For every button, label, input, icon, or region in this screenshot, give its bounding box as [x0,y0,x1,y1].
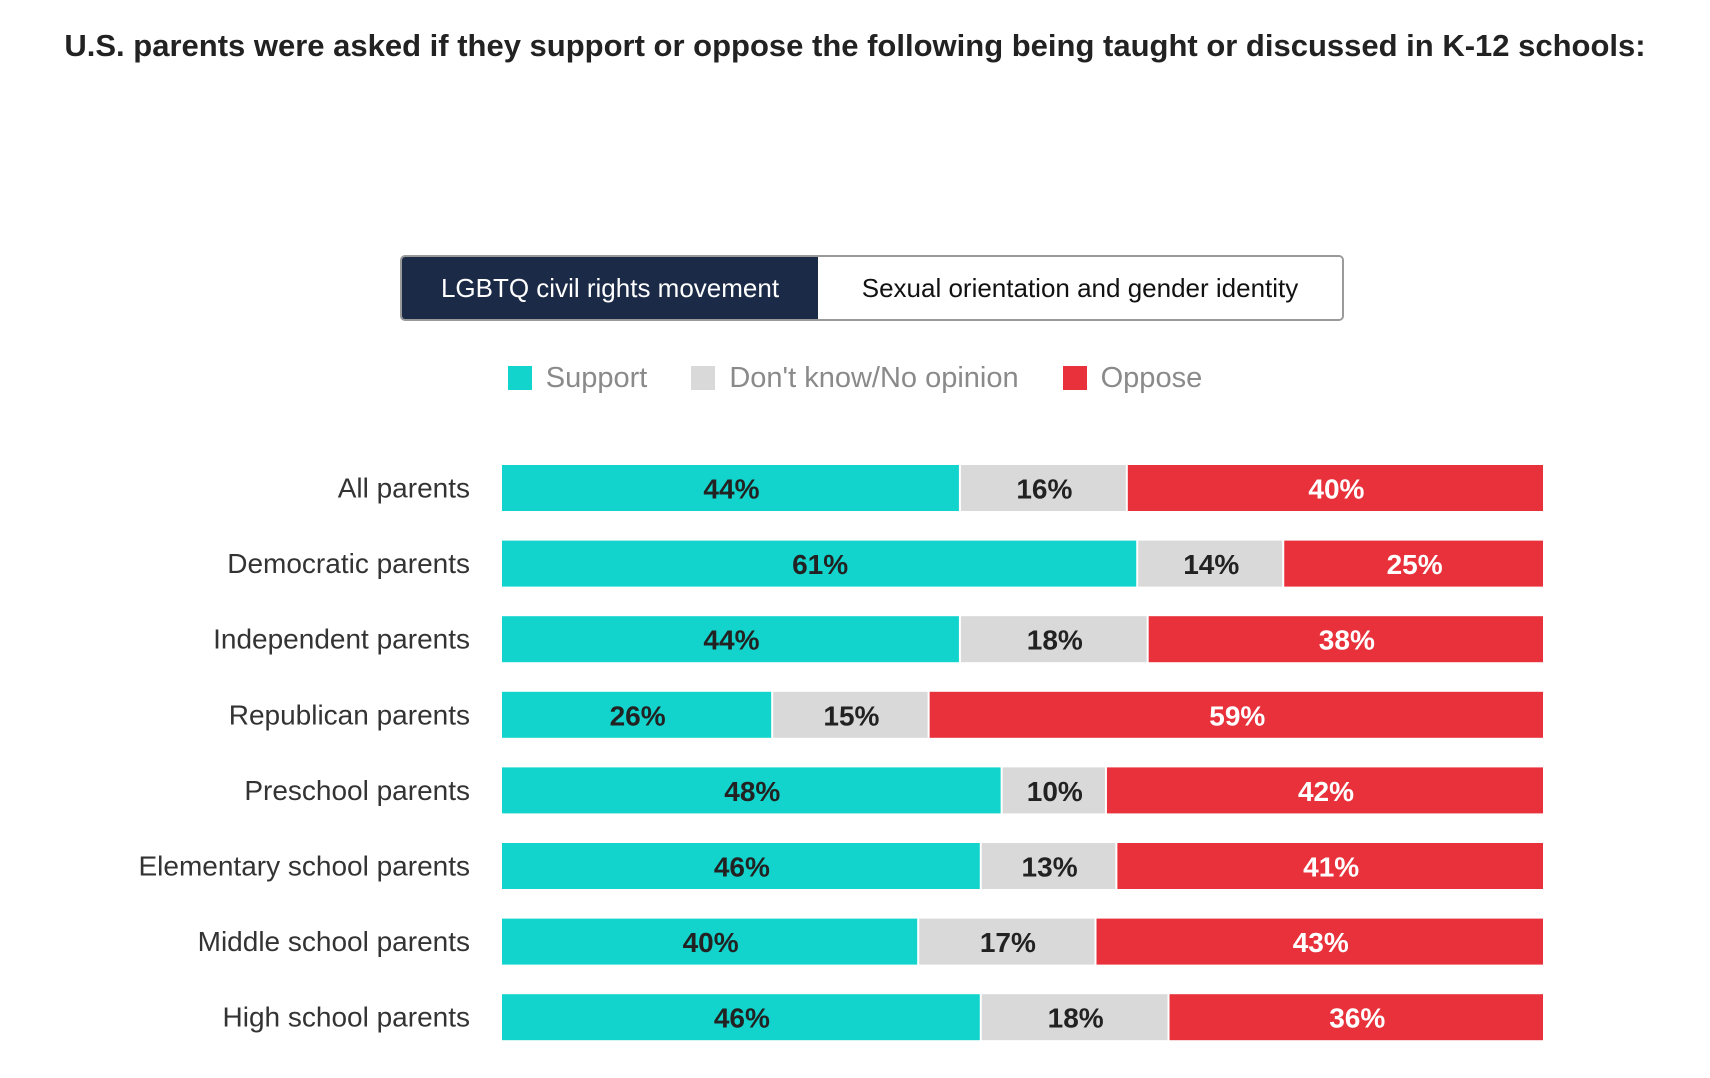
chart-legend: Support Don't know/No opinion Oppose [0,358,1710,398]
bar-segment-oppose [1148,616,1543,663]
data-label: 41% [1303,852,1359,883]
data-label: 43% [1293,927,1349,958]
bar-segment-dont-know [1138,540,1283,587]
data-label: 18% [1048,1003,1104,1034]
bar-segment-oppose [1284,540,1543,587]
stacked-bar-chart: All parents 44% 16% 40% Democratic parents 61… [138,465,1543,1041]
data-label: 61% [792,549,848,580]
bar-segment-support [502,691,772,738]
legend-item-dont-know: Don't know/No opinion [691,361,1019,395]
data-label: 48% [724,776,780,807]
bar-segment-oppose [929,691,1543,738]
legend-label-support: Support [545,361,648,394]
bar-segment-support [502,540,1137,587]
category-label: Middle school parents [198,926,470,957]
legend-item-oppose: Oppose [1062,361,1203,395]
data-label: 40% [683,927,739,958]
bar-segment-oppose [1117,843,1543,889]
bar-segment-oppose [1096,918,1543,965]
tab-lgbtq-civil-rights[interactable]: LGBTQ civil rights movement [402,257,818,319]
bar-segment-support [502,843,980,889]
data-label: 10% [1027,776,1083,807]
legend-label-dont-know: Don't know/No opinion [729,361,1019,394]
data-label: 26% [610,700,666,731]
data-label: 44% [703,625,759,656]
bar-segment-support [502,465,959,511]
bar-segment-dont-know [1002,767,1105,814]
bar-segment-dont-know [960,465,1126,511]
bar-segment-oppose [1169,994,1543,1041]
topic-toggle: LGBTQ civil rights movement Sexual orien… [400,255,1344,321]
bar-segment-dont-know [919,918,1095,965]
bar-segment-support [502,918,918,965]
data-label: 38% [1319,625,1375,656]
legend-item-support: Support [507,361,648,395]
category-label: All parents [338,473,470,504]
bar-segment-dont-know [981,994,1168,1041]
legend-swatch-dont-know [691,366,716,390]
bar-segment-support [502,616,959,663]
data-label: 42% [1298,776,1354,807]
data-label: 44% [703,474,759,505]
category-label: Independent parents [213,624,470,655]
data-label: 14% [1183,549,1239,580]
data-label: 46% [714,1003,770,1034]
data-label: 46% [714,852,770,883]
bar-segment-oppose [1127,465,1543,511]
data-label: 40% [1308,474,1364,505]
chart-title: U.S. parents were asked if they support … [64,28,1646,63]
data-label: 59% [1209,700,1265,731]
data-label: 15% [823,700,879,731]
bar-segment-dont-know [981,843,1116,889]
bar-segment-dont-know [960,616,1147,663]
category-label: High school parents [223,1002,470,1033]
legend-label-oppose: Oppose [1100,361,1203,394]
bar-segment-oppose [1106,767,1543,814]
data-label: 16% [1016,474,1072,505]
bar-segment-support [502,994,980,1041]
legend-swatch-oppose [1062,366,1087,390]
category-label: Republican parents [229,699,470,730]
tab-sexual-orientation[interactable]: Sexual orientation and gender identity [818,257,1342,319]
legend-swatch-support [507,366,532,390]
bar-segment-dont-know [773,691,928,738]
data-label: 18% [1027,625,1083,656]
data-label: 17% [980,927,1036,958]
data-label: 25% [1387,549,1443,580]
category-label: Elementary school parents [138,851,470,882]
bar-segment-support [502,767,1001,814]
category-label: Democratic parents [227,548,470,579]
data-label: 13% [1022,852,1078,883]
category-label: Preschool parents [244,775,470,806]
data-label: 36% [1329,1003,1385,1034]
